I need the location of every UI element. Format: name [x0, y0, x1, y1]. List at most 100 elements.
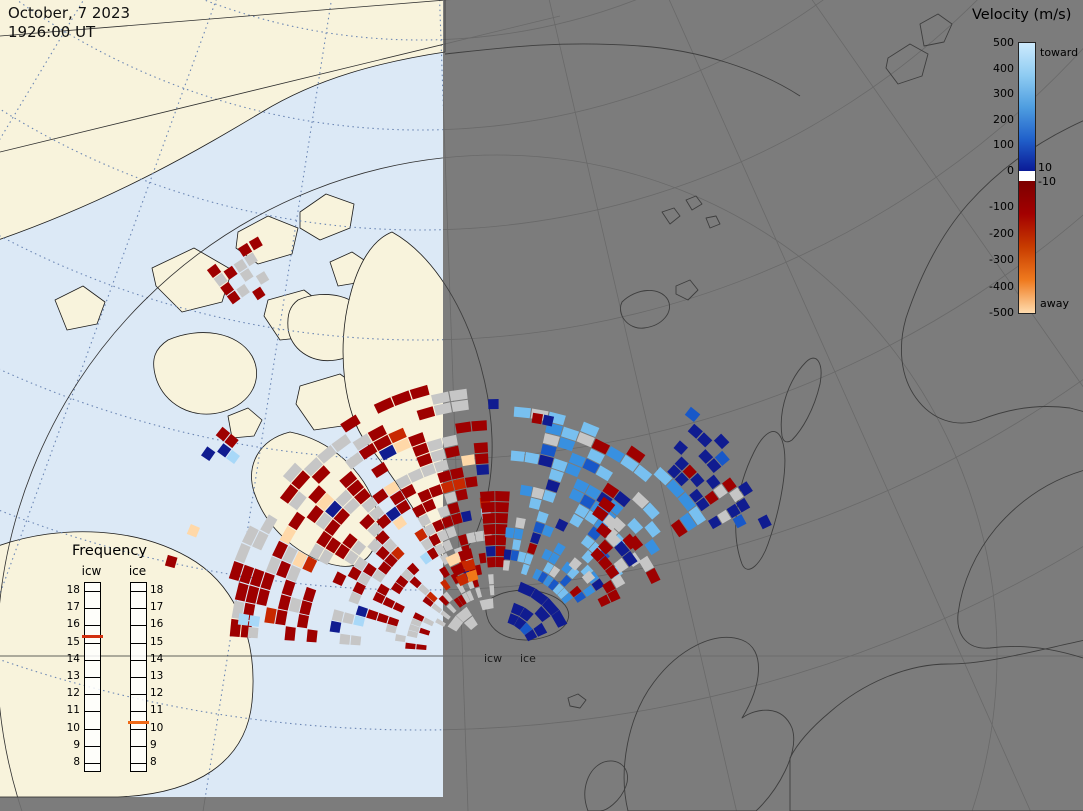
radar-cell — [479, 491, 495, 502]
time-label: 1926:00 UT — [8, 22, 96, 41]
radar-cell — [412, 442, 430, 457]
radar-cell — [435, 618, 446, 627]
frequency-tick-label: 16 — [66, 618, 80, 631]
radar-cell — [306, 505, 324, 524]
radar-cell — [598, 496, 616, 513]
radar-cell — [449, 388, 468, 402]
radar-cell — [430, 448, 447, 463]
radar-cell — [461, 592, 471, 604]
radar-cell — [602, 580, 616, 594]
radar-cell — [545, 479, 561, 493]
radar-cell — [595, 465, 613, 482]
radar-cell — [482, 513, 495, 524]
radar-cell — [217, 443, 232, 458]
radar-cell — [391, 546, 405, 561]
radar-cell — [353, 615, 366, 627]
radar-cell — [390, 582, 404, 595]
radar-cell — [375, 546, 390, 561]
radar-cell — [708, 515, 722, 530]
radar-cell — [576, 432, 595, 448]
radar-cell — [426, 438, 444, 452]
radar-cell — [223, 265, 238, 280]
radar-cell — [687, 423, 703, 439]
radar-cell — [485, 546, 496, 557]
radar-cell — [738, 481, 753, 497]
radar-cell — [622, 551, 638, 567]
radar-cell — [582, 585, 596, 597]
frequency-tick-label: 18 — [150, 584, 164, 596]
date-label: October, 7 2023 — [8, 4, 131, 22]
radar-cell — [706, 458, 722, 473]
radar-cell — [391, 390, 412, 406]
velocity-tick-label: 400 — [993, 61, 1014, 75]
radar-cell — [542, 414, 555, 427]
radar-cell — [264, 607, 277, 624]
frequency-tick-label: 17 — [150, 601, 164, 614]
radar-cell — [233, 258, 248, 273]
radar-cell — [247, 626, 259, 639]
frequency-tick-label: 10 — [66, 721, 80, 734]
radar-cell — [291, 470, 311, 490]
radar-cell — [581, 570, 596, 584]
radar-cell — [317, 445, 337, 464]
radar-cell — [486, 557, 496, 568]
radar-cell — [510, 550, 519, 562]
radar-cell — [392, 515, 408, 530]
radar-cell — [431, 391, 450, 405]
radar-cell — [519, 622, 533, 635]
radar-cell — [605, 564, 620, 579]
radar-cell — [335, 489, 353, 507]
radar-cell — [690, 472, 705, 488]
radar-cell — [303, 457, 323, 477]
radar-cell — [368, 505, 385, 521]
radar-cell — [395, 474, 412, 490]
velocity-inner-tick-neg: -10 — [1038, 175, 1056, 188]
radar-cell — [495, 502, 509, 513]
radar-cell — [407, 630, 419, 638]
radar-cell — [573, 478, 590, 494]
radar-cell — [284, 626, 296, 641]
radar-cell — [315, 512, 333, 530]
radar-cell — [226, 290, 241, 305]
radar-cell — [559, 574, 572, 587]
radar-cell — [353, 556, 368, 571]
radar-cell — [282, 545, 298, 564]
radar-cell — [409, 384, 430, 400]
radar-cell — [239, 564, 255, 585]
radar-cell — [489, 585, 495, 596]
radar-cell — [272, 540, 288, 560]
radar-cell — [226, 449, 240, 464]
radar-cell — [553, 542, 566, 556]
radar-cell — [433, 459, 449, 473]
frequency-tick-label: 14 — [66, 652, 80, 665]
radar-cell — [528, 497, 542, 510]
radar-cell — [431, 603, 443, 614]
radar-cell — [382, 597, 396, 609]
frequency-rung — [85, 608, 100, 609]
radar-cell — [561, 592, 573, 604]
radar-cell — [446, 603, 457, 614]
radar-cell — [542, 524, 555, 538]
velocity-tick-label: 0 — [1007, 164, 1014, 177]
radar-cell — [682, 464, 697, 479]
radar-cell — [249, 568, 265, 588]
radar-cell — [348, 591, 362, 605]
radar-cell — [329, 620, 342, 633]
radar-cell — [642, 502, 660, 520]
frequency-rung — [131, 763, 146, 764]
radar-cell — [288, 491, 307, 511]
radar-cell — [350, 635, 362, 646]
radar-cell — [474, 530, 484, 542]
radar-cell — [757, 514, 772, 530]
radar-cell — [417, 584, 430, 596]
radar-cell — [325, 500, 342, 518]
radar-cell — [543, 575, 554, 587]
radar-cell — [395, 499, 411, 515]
radar-cell — [279, 484, 299, 504]
radar-cell — [357, 572, 371, 586]
radar-cell — [367, 538, 382, 554]
frequency-tick-label: 8 — [73, 756, 80, 768]
frequency-tick-label: 11 — [150, 704, 164, 717]
radar-cell — [344, 550, 359, 566]
velocity-tick-label: -400 — [989, 279, 1014, 293]
